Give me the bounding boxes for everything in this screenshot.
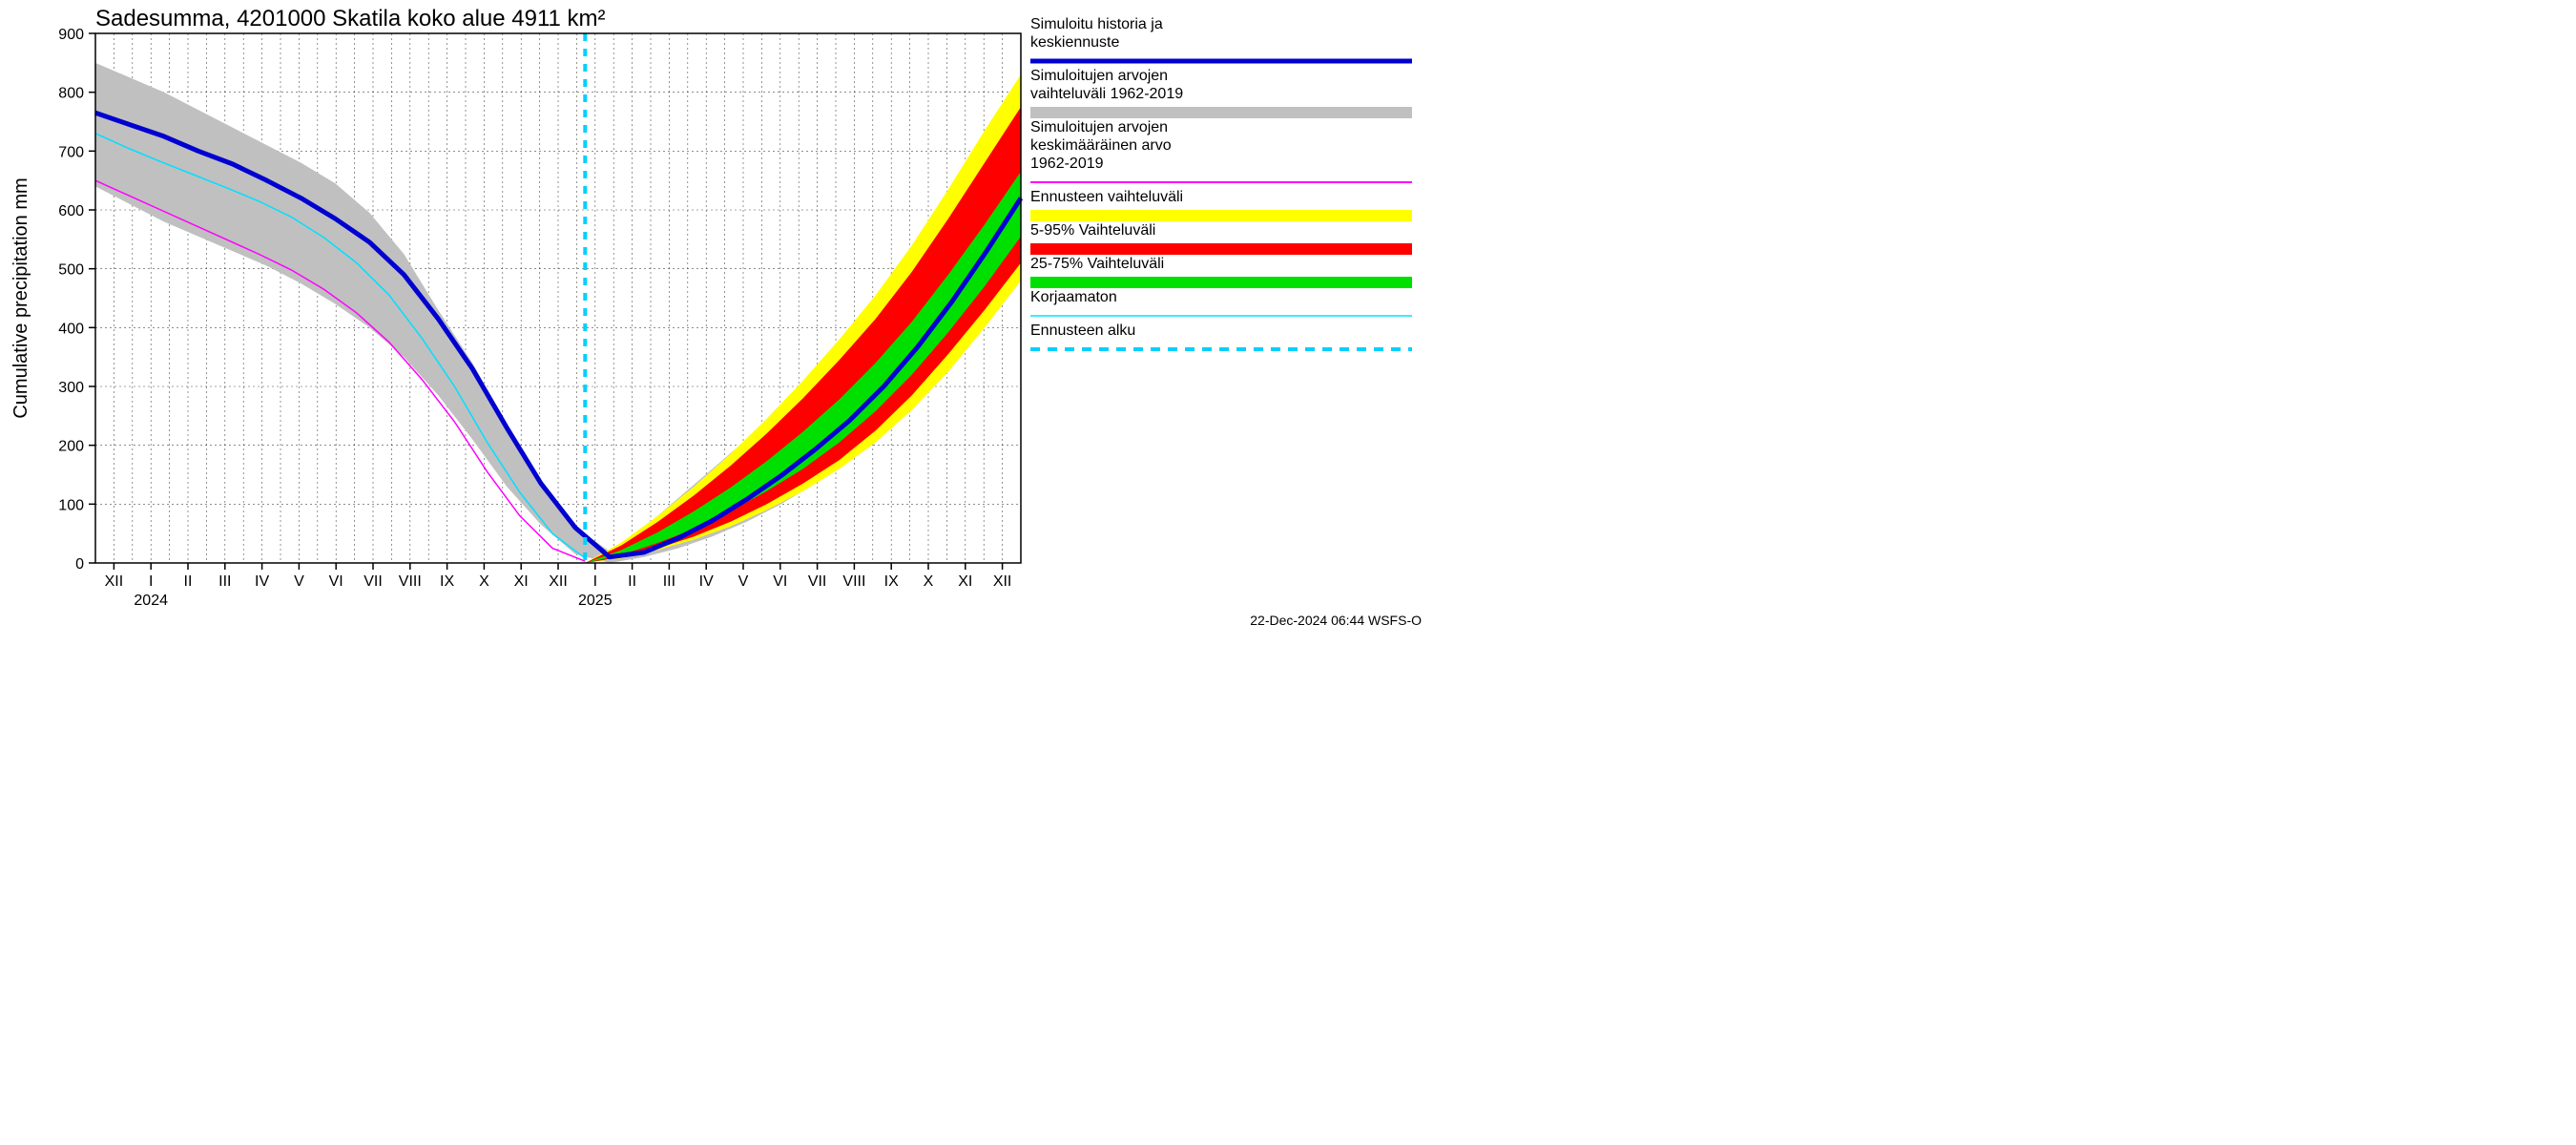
svg-text:IV: IV bbox=[255, 573, 269, 590]
svg-text:Cumulative precipitation mm: Cumulative precipitation mm bbox=[10, 177, 31, 418]
svg-text:VII: VII bbox=[808, 573, 827, 590]
svg-text:900: 900 bbox=[58, 27, 84, 43]
svg-text:0: 0 bbox=[75, 556, 84, 572]
svg-text:22-Dec-2024 06:44 WSFS-O: 22-Dec-2024 06:44 WSFS-O bbox=[1250, 613, 1422, 628]
svg-text:IX: IX bbox=[884, 573, 899, 590]
svg-text:300: 300 bbox=[58, 380, 84, 396]
svg-text:200: 200 bbox=[58, 439, 84, 455]
svg-text:I: I bbox=[593, 573, 597, 590]
svg-text:800: 800 bbox=[58, 86, 84, 102]
svg-text:XI: XI bbox=[514, 573, 529, 590]
svg-text:VI: VI bbox=[773, 573, 787, 590]
svg-text:700: 700 bbox=[58, 144, 84, 160]
svg-text:Ennusteen alku: Ennusteen alku bbox=[1030, 323, 1135, 339]
svg-text:Korjaamaton: Korjaamaton bbox=[1030, 289, 1117, 305]
svg-text:vaihteluväli 1962-2019: vaihteluväli 1962-2019 bbox=[1030, 86, 1183, 102]
svg-text:XII: XII bbox=[549, 573, 568, 590]
svg-text:Simuloitujen arvojen: Simuloitujen arvojen bbox=[1030, 119, 1168, 135]
svg-text:5-95% Vaihteluväli: 5-95% Vaihteluväli bbox=[1030, 222, 1155, 239]
svg-text:IV: IV bbox=[699, 573, 714, 590]
svg-text:Sadesumma, 4201000 Skatila kok: Sadesumma, 4201000 Skatila koko alue 491… bbox=[95, 6, 606, 31]
svg-text:XII: XII bbox=[105, 573, 124, 590]
svg-text:keskimääräinen arvo: keskimääräinen arvo bbox=[1030, 137, 1172, 154]
svg-text:VIII: VIII bbox=[399, 573, 422, 590]
svg-text:Ennusteen vaihteluväli: Ennusteen vaihteluväli bbox=[1030, 189, 1183, 205]
svg-text:XII: XII bbox=[993, 573, 1012, 590]
svg-text:I: I bbox=[149, 573, 153, 590]
svg-text:2024: 2024 bbox=[134, 593, 168, 609]
svg-text:1962-2019: 1962-2019 bbox=[1030, 156, 1104, 172]
svg-text:2025: 2025 bbox=[578, 593, 613, 609]
svg-text:X: X bbox=[924, 573, 934, 590]
svg-text:Simuloitu historia ja: Simuloitu historia ja bbox=[1030, 16, 1163, 32]
svg-text:VI: VI bbox=[329, 573, 343, 590]
precipitation-chart: 0100200300400500600700800900XIIIIIIIIIVV… bbox=[0, 0, 1431, 636]
svg-text:25-75% Vaihteluväli: 25-75% Vaihteluväli bbox=[1030, 256, 1164, 272]
svg-text:400: 400 bbox=[58, 321, 84, 337]
svg-text:XI: XI bbox=[958, 573, 972, 590]
svg-text:VII: VII bbox=[364, 573, 383, 590]
svg-text:IX: IX bbox=[440, 573, 454, 590]
svg-text:500: 500 bbox=[58, 262, 84, 279]
svg-text:III: III bbox=[663, 573, 675, 590]
svg-text:X: X bbox=[479, 573, 489, 590]
svg-text:600: 600 bbox=[58, 203, 84, 219]
chart-svg: 0100200300400500600700800900XIIIIIIIIIVV… bbox=[0, 0, 1431, 636]
svg-text:VIII: VIII bbox=[842, 573, 865, 590]
svg-text:keskiennuste: keskiennuste bbox=[1030, 34, 1119, 51]
svg-text:Simuloitujen arvojen: Simuloitujen arvojen bbox=[1030, 68, 1168, 84]
svg-text:II: II bbox=[184, 573, 193, 590]
svg-text:100: 100 bbox=[58, 497, 84, 513]
svg-text:V: V bbox=[294, 573, 304, 590]
svg-text:V: V bbox=[738, 573, 749, 590]
svg-text:III: III bbox=[218, 573, 231, 590]
svg-text:II: II bbox=[628, 573, 636, 590]
